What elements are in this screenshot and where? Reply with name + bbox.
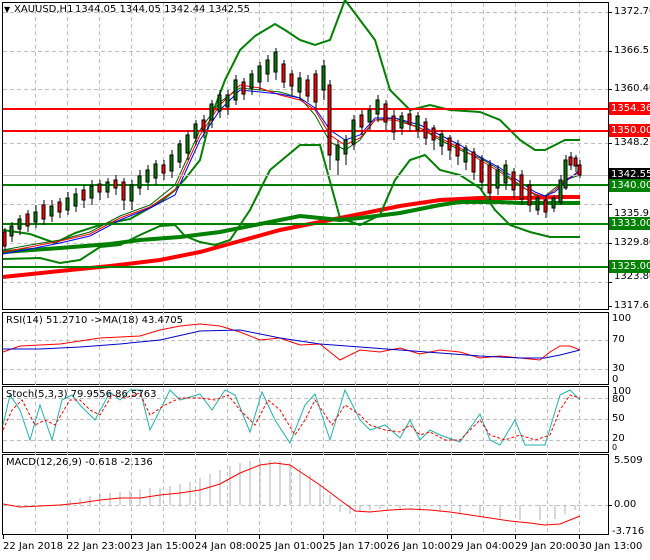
time-label: 26 Jan 10:00 [387,541,451,552]
price-tick: 1329.80 [614,237,650,248]
axis-ticks [608,12,612,506]
price-tick: 1348.25 [614,137,650,148]
stoch-tick: 100 [612,386,632,397]
time-label: 29 Jan 04:00 [451,541,515,552]
rsi-tick: 30 [612,363,625,374]
time-label: 25 Jan 17:00 [323,541,387,552]
current-price-tag: 1342.55 [609,168,650,181]
level-tag-1333: 1333.00 [609,217,650,230]
time-label: 29 Jan 20:00 [515,541,579,552]
price-tick: 1366.55 [614,45,650,56]
macd-title: MACD(12,26,9) -0.618 -2.136 [6,457,153,468]
stoch-tick: 20 [612,433,625,444]
macd-tick: 5.509 [614,455,643,466]
level-tag-1354: 1354.36 [609,102,650,115]
rsi-tick: 100 [612,313,632,324]
rsi-ma-line [3,329,581,359]
time-label: 22 Jan 23:00 [67,541,131,552]
time-ticks [3,535,580,539]
bollinger-lower [2,144,580,265]
level-tag-1325: 1325.00 [609,260,650,273]
rsi-tick: 70 [612,334,625,345]
vertical-grid [35,3,580,534]
candlesticks [2,48,582,250]
price-tick: 1372.70 [614,6,650,17]
stoch-tick: 80 [612,394,625,405]
stoch-tick: 50 [612,413,625,424]
macd-tick: 0.00 [614,499,637,510]
ma-green-line [2,200,580,254]
chart-ohlc: 1344.05 1344.05 1342.44 1342.55 [75,4,250,15]
macd-histogram [69,460,576,520]
ma-red-line [2,195,580,279]
level-tag-1350: 1350.00 [609,124,650,137]
panel-frames [2,2,609,535]
stoch-k-line [2,388,581,446]
chart-symbol: XAUUSD,H1 [14,4,74,15]
stoch-title: Stoch(5,3,3) 79.9556 86.5763 [6,389,157,400]
macd-signal-line [2,462,581,526]
price-tick: 1335.95 [614,208,650,219]
stoch-tick: 0 [612,443,618,452]
macd-tick: -3.716 [612,526,645,537]
price-tick: 1360.40 [614,83,650,94]
time-label: 30 Jan 13:00 [579,541,643,552]
price-tick: 1323.80 [614,271,650,282]
rsi-title: RSI(14) 51.2710 ->MA(18) 43.4705 [6,315,183,326]
time-label: 25 Jan 01:00 [259,541,323,552]
time-label: 23 Jan 15:00 [131,541,195,552]
level-tag-1340: 1340.00 [609,179,650,192]
time-label: 24 Jan 08:00 [195,541,259,552]
symbol-dropdown-icon[interactable]: ▼ [4,5,11,14]
time-label: 22 Jan 2018 [3,541,63,552]
stoch-d-line [2,392,581,441]
rsi-tick: 0 [612,374,619,385]
price-tick: 1317.65 [614,300,650,311]
